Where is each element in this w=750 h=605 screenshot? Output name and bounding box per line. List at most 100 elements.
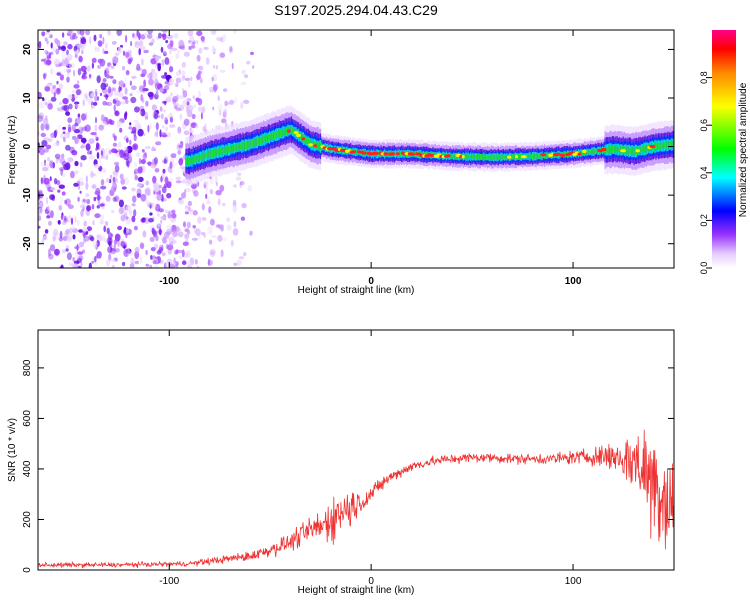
- heatmap-noise-cell: [76, 219, 80, 226]
- heatmap-noise-cell: [169, 177, 173, 184]
- heatmap-ridge-cell: [193, 156, 196, 163]
- heatmap-noise-cell: [151, 202, 157, 210]
- snr-axes: -100 0 100 0 200 400 600 800: [22, 330, 674, 587]
- heatmap-noise-cell: [185, 250, 191, 258]
- heatmap-ridge-cell: [399, 151, 402, 156]
- heatmap-noise-cell: [183, 221, 186, 228]
- heatmap-ridge-cell: [655, 143, 657, 150]
- heatmap-noise-cell: [213, 84, 217, 93]
- heatmap-noise-cell: [108, 118, 113, 125]
- heatmap-noise-cell: [52, 228, 59, 236]
- heatmap-ridge-cell: [628, 147, 631, 154]
- heatmap-noise-cell: [65, 198, 71, 207]
- heatmap-noise-cell: [153, 182, 160, 190]
- heatmap-noise-cell: [77, 177, 84, 183]
- heatmap-ridge-cell: [206, 152, 208, 158]
- heatmap-noise-cell: [105, 94, 108, 100]
- heatmap-noise-cell: [144, 151, 147, 158]
- heatmap-ridge-cell: [450, 154, 452, 159]
- heatmap-noise-cell: [105, 177, 110, 183]
- heatmap-noise-cell: [100, 214, 105, 222]
- heatmap-noise-cell: [198, 90, 201, 98]
- heatmap-noise-cell: [43, 148, 49, 153]
- heatmap-noise-cell: [92, 220, 95, 226]
- heatmap-ridge-cell: [468, 154, 471, 159]
- heatmap-noise-cell: [165, 126, 168, 132]
- heatmap-noise-cell: [136, 193, 142, 198]
- heatmap-ridge-cell: [483, 153, 485, 161]
- heatmap-noise-cell: [86, 205, 92, 212]
- heatmap-noise-cell: [176, 261, 179, 266]
- heatmap-noise-cell: [58, 124, 61, 131]
- heatmap-noise-cell: [112, 79, 117, 85]
- heatmap-noise-cell: [164, 119, 169, 125]
- heatmap-noise-cell: [85, 30, 91, 36]
- heatmap-noise-cell: [162, 252, 166, 257]
- figure-title: S197.2025.294.04.43.C29: [274, 2, 438, 18]
- heatmap-ridge-cell: [208, 150, 210, 158]
- heatmap-ridge-cell: [632, 147, 634, 156]
- heatmap-ridge-cell: [195, 155, 197, 163]
- heatmap-noise-cell: [148, 92, 154, 100]
- snr-ytick-label: 800: [22, 359, 33, 376]
- heatmap-noise-cell: [191, 237, 198, 241]
- heatmap-ridge-cell: [292, 127, 294, 135]
- heatmap-noise-cell: [112, 181, 116, 185]
- heatmap-noise-cell: [80, 144, 86, 149]
- heatmap-noise-cell: [105, 73, 110, 79]
- heatmap-noise-cell: [131, 85, 137, 91]
- heatmap-noise-cell: [138, 40, 144, 47]
- heatmap-noise-cell: [123, 50, 125, 56]
- heatmap-noise-cell: [56, 72, 61, 76]
- heatmap-noise-cell: [162, 237, 168, 244]
- heatmap-ridge-cell: [285, 127, 288, 136]
- heatmap-noise-cell: [237, 172, 242, 176]
- snr-ytick-label: 400: [22, 460, 33, 477]
- heatmap-ridge-cell: [201, 154, 203, 160]
- snr-ytick-label: 200: [22, 511, 33, 528]
- heatmap-noise-cell: [230, 239, 234, 247]
- heatmap-ridge-cell: [226, 145, 228, 154]
- heatmap-noise-cell: [178, 199, 185, 205]
- heatmap-noise-cell: [141, 149, 145, 153]
- heatmap-noise-cell: [102, 78, 107, 83]
- heatmap-noise-cell: [74, 94, 79, 99]
- heatmap-ridge-cell: [467, 154, 469, 159]
- heatmap-noise-cell: [178, 39, 185, 48]
- heatmap-ridge-cell: [540, 153, 542, 158]
- heatmap-noise-cell: [80, 209, 84, 217]
- heatmap-noise-cell: [175, 176, 182, 180]
- heatmap-ridge-cell: [630, 148, 632, 154]
- heatmap-noise-cell: [64, 199, 67, 205]
- heatmap-noise-cell: [80, 137, 87, 143]
- heatmap-noise-cell: [59, 74, 64, 81]
- heatmap-noise-cell: [134, 106, 140, 113]
- heatmap-noise-cell: [61, 221, 67, 225]
- heatmap-ridge-cell: [531, 153, 534, 159]
- heatmap-noise-cell: [148, 78, 154, 86]
- heatmap-noise-cell: [191, 41, 196, 49]
- heatmap-noise-cell: [187, 200, 192, 207]
- heatmap-noise-cell: [131, 187, 136, 192]
- heatmap-noise-cell: [183, 118, 190, 127]
- heatmap-noise-cell: [187, 259, 192, 268]
- heatmap-noise-cell: [170, 153, 177, 159]
- heatmap-ridge-cell: [253, 138, 255, 148]
- heatmap-noise-cell: [48, 248, 51, 257]
- heatmap-noise-cell: [211, 76, 214, 82]
- heatmap-noise-cell: [79, 204, 86, 209]
- heatmap-noise-cell: [45, 123, 50, 131]
- heatmap-noise-cell: [61, 51, 68, 60]
- heatmap-ridge-cell: [221, 148, 223, 154]
- heatmap-noise-cell: [118, 80, 125, 87]
- heatmap-noise-cell: [119, 120, 123, 128]
- heatmap-noise-cell: [154, 78, 159, 87]
- heatmap-noise-cell: [186, 221, 191, 229]
- heatmap-noise-cell: [226, 224, 232, 231]
- heatmap-noise-cell: [174, 250, 178, 255]
- heatmap-noise-cell: [252, 65, 255, 69]
- heatmap-noise-cell: [219, 52, 226, 58]
- heatmap-noise-cell: [74, 215, 77, 223]
- heatmap-noise-cell: [86, 198, 91, 205]
- heatmap-noise-cell: [215, 190, 222, 196]
